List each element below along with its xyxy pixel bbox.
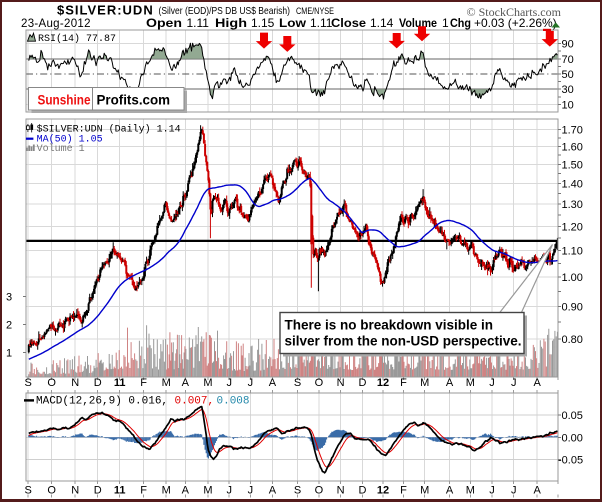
svg-text:F: F: [400, 377, 407, 389]
svg-text:N: N: [71, 377, 79, 389]
svg-text:J: J: [489, 484, 495, 496]
svg-text:S: S: [25, 484, 32, 496]
svg-text:M: M: [162, 484, 171, 496]
svg-text:A: A: [534, 377, 542, 389]
svg-text:J: J: [489, 377, 495, 389]
svg-text:S: S: [294, 377, 301, 389]
svg-text:2: 2: [6, 320, 12, 332]
svg-text:$SILVER:UDN: $SILVER:UDN: [57, 3, 154, 18]
svg-text:J: J: [248, 484, 254, 496]
svg-text:M: M: [466, 377, 475, 389]
svg-text:11: 11: [114, 377, 126, 389]
svg-text:A: A: [182, 377, 190, 389]
svg-text:N: N: [337, 377, 345, 389]
svg-text:M: M: [466, 484, 475, 496]
svg-text:S: S: [25, 377, 32, 389]
svg-text:1.30: 1.30: [562, 199, 583, 211]
svg-text:1.40: 1.40: [562, 179, 583, 191]
svg-text:silver from the non-USD perspe: silver from the non-USD perspective.: [285, 333, 522, 348]
svg-text:-0.05: -0.05: [558, 455, 583, 467]
svg-text:A: A: [534, 484, 542, 496]
svg-text:Profits.com: Profits.com: [97, 92, 171, 108]
svg-text:There is no breakdown visible: There is no breakdown visible in: [285, 317, 494, 332]
svg-text:MA(50) 1.05: MA(50) 1.05: [37, 133, 103, 145]
svg-text:M: M: [203, 377, 212, 389]
svg-text:O: O: [47, 484, 56, 496]
svg-text:Volume 1: Volume 1: [37, 143, 85, 155]
svg-text:3: 3: [6, 292, 12, 304]
svg-text:N: N: [71, 484, 79, 496]
svg-text:Sunshine: Sunshine: [38, 92, 91, 108]
svg-text:12: 12: [377, 377, 389, 389]
svg-text:0.05: 0.05: [562, 410, 583, 422]
svg-text:1.70: 1.70: [562, 125, 583, 137]
svg-text:50: 50: [562, 69, 574, 81]
svg-text:10: 10: [562, 99, 574, 111]
svg-text:J: J: [511, 484, 517, 496]
svg-text:J: J: [226, 484, 232, 496]
svg-text:J: J: [226, 377, 232, 389]
svg-text:CME/NYSE: CME/NYSE: [296, 6, 334, 17]
svg-text:1.10: 1.10: [562, 246, 583, 258]
svg-text:N: N: [337, 484, 345, 496]
svg-text:1.00: 1.00: [562, 272, 583, 284]
svg-text:$SILVER:UDN (Daily) 1.14: $SILVER:UDN (Daily) 1.14: [37, 124, 181, 136]
svg-text:© StockCharts.com: © StockCharts.com: [467, 5, 562, 19]
svg-text:M: M: [203, 484, 212, 496]
svg-text:1.20: 1.20: [562, 221, 583, 233]
svg-text:O: O: [315, 484, 324, 496]
svg-text:23-Aug-2012: 23-Aug-2012: [21, 18, 91, 30]
svg-text:70: 70: [562, 54, 574, 66]
svg-text:S: S: [294, 484, 301, 496]
svg-text:J: J: [511, 377, 517, 389]
svg-text:MACD(12,26,9) 0.016,0.007,0.00: MACD(12,26,9) 0.016, 0.007, 0.008: [36, 395, 250, 407]
svg-text:(Silver (EOD)/PS DB US$ Bearis: (Silver (EOD)/PS DB US$ Bearish): [159, 5, 291, 17]
svg-text:J: J: [248, 377, 254, 389]
svg-text:M: M: [162, 377, 171, 389]
svg-text:A: A: [446, 377, 454, 389]
svg-text:D: D: [359, 484, 367, 496]
svg-text:M: M: [420, 377, 429, 389]
svg-text:D: D: [359, 377, 367, 389]
svg-text:1.60: 1.60: [562, 141, 583, 153]
svg-text:11: 11: [114, 484, 126, 496]
svg-text:0.00: 0.00: [562, 432, 583, 444]
svg-text:D: D: [94, 377, 102, 389]
svg-text:A: A: [269, 484, 277, 496]
svg-text:12: 12: [377, 484, 389, 496]
svg-text:D: D: [94, 484, 102, 496]
svg-text:F: F: [140, 377, 147, 389]
svg-text:0.80: 0.80: [562, 334, 583, 346]
svg-text:F: F: [400, 484, 407, 496]
svg-text:A: A: [182, 484, 190, 496]
svg-text:1: 1: [6, 348, 12, 360]
svg-text:O: O: [315, 377, 324, 389]
svg-text:30: 30: [562, 84, 574, 96]
svg-text:1.50: 1.50: [562, 159, 583, 171]
svg-text:A: A: [269, 377, 277, 389]
svg-text:A: A: [446, 484, 454, 496]
svg-text:O: O: [47, 377, 56, 389]
svg-text:90: 90: [562, 39, 574, 51]
svg-text:RSI(14) 77.87: RSI(14) 77.87: [38, 33, 116, 45]
svg-text:M: M: [420, 484, 429, 496]
svg-text:F: F: [140, 484, 147, 496]
svg-text:0.90: 0.90: [562, 301, 583, 313]
